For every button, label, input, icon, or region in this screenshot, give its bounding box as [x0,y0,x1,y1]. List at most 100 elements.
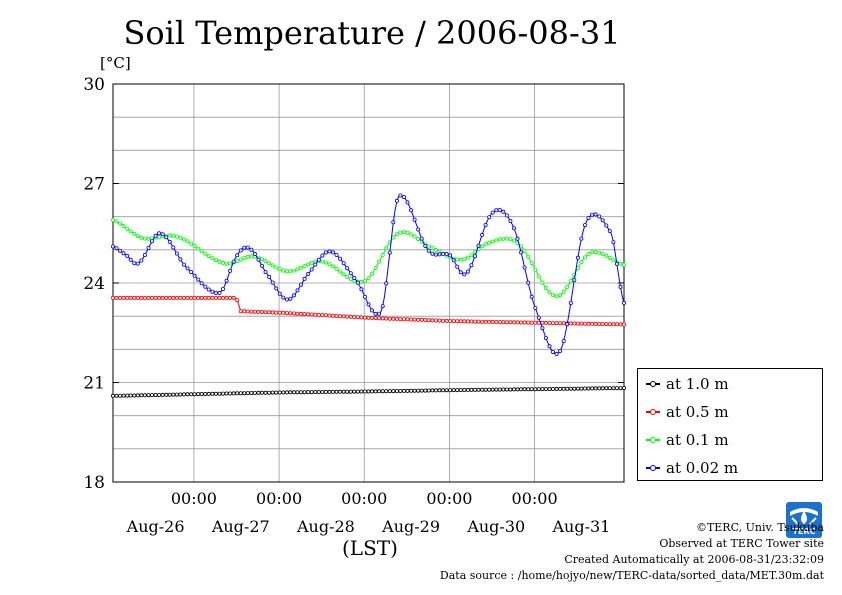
data-point-at-0-5-m [259,309,264,314]
data-point-at-0-02-m [203,284,208,289]
data-point-at-0-5-m [330,313,335,318]
data-point-at-0-02-m [448,253,453,258]
data-point-at-0-5-m [352,314,357,319]
data-point-at-0-1-m [121,223,126,228]
data-point-at-0-02-m [504,213,509,218]
data-point-at-0-1-m [167,233,172,238]
data-point-at-0-5-m [235,298,240,303]
data-point-at-1-0-m [366,389,371,394]
data-point-at-0-02-m [210,289,215,294]
data-point-at-1-0-m [575,386,580,391]
data-point-at-0-1-m [377,259,382,264]
data-point-at-1-0-m [362,389,367,394]
data-point-at-0-1-m [192,243,197,248]
data-point-at-0-1-m [125,226,130,231]
data-point-at-0-1-m [533,267,538,272]
data-point-at-1-0-m [515,387,520,392]
data-point-at-1-0-m [263,390,268,395]
data-point-at-0-1-m [327,262,332,267]
data-point-at-1-0-m [533,387,538,392]
data-point-at-0-5-m [384,316,389,321]
data-point-at-0-5-m [338,314,343,319]
data-point-at-0-02-m [547,344,552,349]
x-tick-label-time: 00:00 [426,489,472,508]
data-point-at-0-1-m [607,255,612,260]
data-point-at-1-0-m [401,388,406,393]
data-point-at-0-02-m [270,280,275,285]
data-point-at-0-5-m [135,295,140,300]
data-point-at-0-02-m [118,248,123,253]
data-point-at-0-5-m [291,311,296,316]
data-point-at-1-0-m [554,386,559,391]
data-point-at-0-1-m [338,269,343,274]
data-point-at-0-1-m [512,238,517,243]
data-point-at-0-02-m [274,286,279,291]
data-point-at-1-0-m [494,387,499,392]
data-point-at-0-02-m [174,251,179,256]
data-point-at-0-5-m [118,295,123,300]
data-point-at-0-1-m [458,257,463,262]
data-point-at-0-5-m [607,322,612,327]
data-point-at-0-02-m [164,235,169,240]
data-point-at-0-5-m [114,295,119,300]
y-axis-unit: [°C] [100,54,131,72]
data-point-at-0-1-m [135,234,140,239]
data-point-at-0-1-m [501,236,506,241]
data-point-at-0-5-m [284,311,289,316]
data-point-at-0-5-m [224,295,229,300]
data-point-at-1-0-m [231,391,236,396]
data-point-at-0-1-m [274,265,279,270]
data-point-at-0-1-m [259,257,264,262]
data-point-at-0-1-m [597,250,602,255]
data-point-at-0-02-m [618,284,623,289]
data-point-at-0-1-m [508,237,513,242]
data-point-at-0-1-m [483,242,488,247]
data-point-at-1-0-m [220,391,225,396]
legend-item-1-0m: at 1.0 m [646,375,729,393]
data-point-at-1-0-m [242,391,247,396]
data-point-at-1-0-m [409,388,414,393]
data-point-at-1-0-m [245,391,250,396]
data-point-at-1-0-m [359,389,364,394]
data-point-at-0-5-m [146,295,151,300]
data-point-at-0-02-m [405,200,410,205]
data-point-at-0-1-m [142,236,147,241]
data-point-at-1-0-m [487,387,492,392]
data-point-at-0-5-m [121,295,126,300]
data-point-at-0-02-m [409,208,414,213]
data-point-at-1-0-m [423,388,428,393]
data-point-at-0-02-m [394,198,399,203]
data-point-at-0-02-m [160,232,165,237]
x-tick-label-date: Aug-30 [466,517,525,536]
data-point-at-0-5-m [377,316,382,321]
data-point-at-0-1-m [583,255,588,260]
data-point-at-0-02-m [316,257,321,262]
data-point-at-0-1-m [579,260,584,265]
data-point-at-0-1-m [590,250,595,255]
data-point-at-0-5-m [210,295,215,300]
data-point-at-0-5-m [157,295,162,300]
data-point-at-1-0-m [380,389,385,394]
data-point-at-0-5-m [270,310,275,315]
data-point-at-0-1-m [543,285,548,290]
data-point-at-0-5-m [622,322,627,327]
data-point-at-1-0-m [465,387,470,392]
data-point-at-0-5-m [111,295,116,300]
data-point-at-0-02-m [192,273,197,278]
data-point-at-0-1-m [568,279,573,284]
data-point-at-0-5-m [554,321,559,326]
data-point-at-0-5-m [125,295,130,300]
data-point-at-0-02-m [483,222,488,227]
data-point-at-0-02-m [487,215,492,220]
data-point-at-0-5-m [196,295,201,300]
data-point-at-0-5-m [419,317,424,322]
y-tick-label: 24 [83,274,105,294]
data-point-at-0-5-m [437,318,442,323]
x-tick-label-date: Aug-27 [211,517,270,536]
data-point-at-0-5-m [568,321,573,326]
data-point-at-0-5-m [213,295,218,300]
data-point-at-0-5-m [231,295,236,300]
data-point-at-1-0-m [419,388,424,393]
data-point-at-0-02-m [352,275,357,280]
data-point-at-0-5-m [203,295,208,300]
